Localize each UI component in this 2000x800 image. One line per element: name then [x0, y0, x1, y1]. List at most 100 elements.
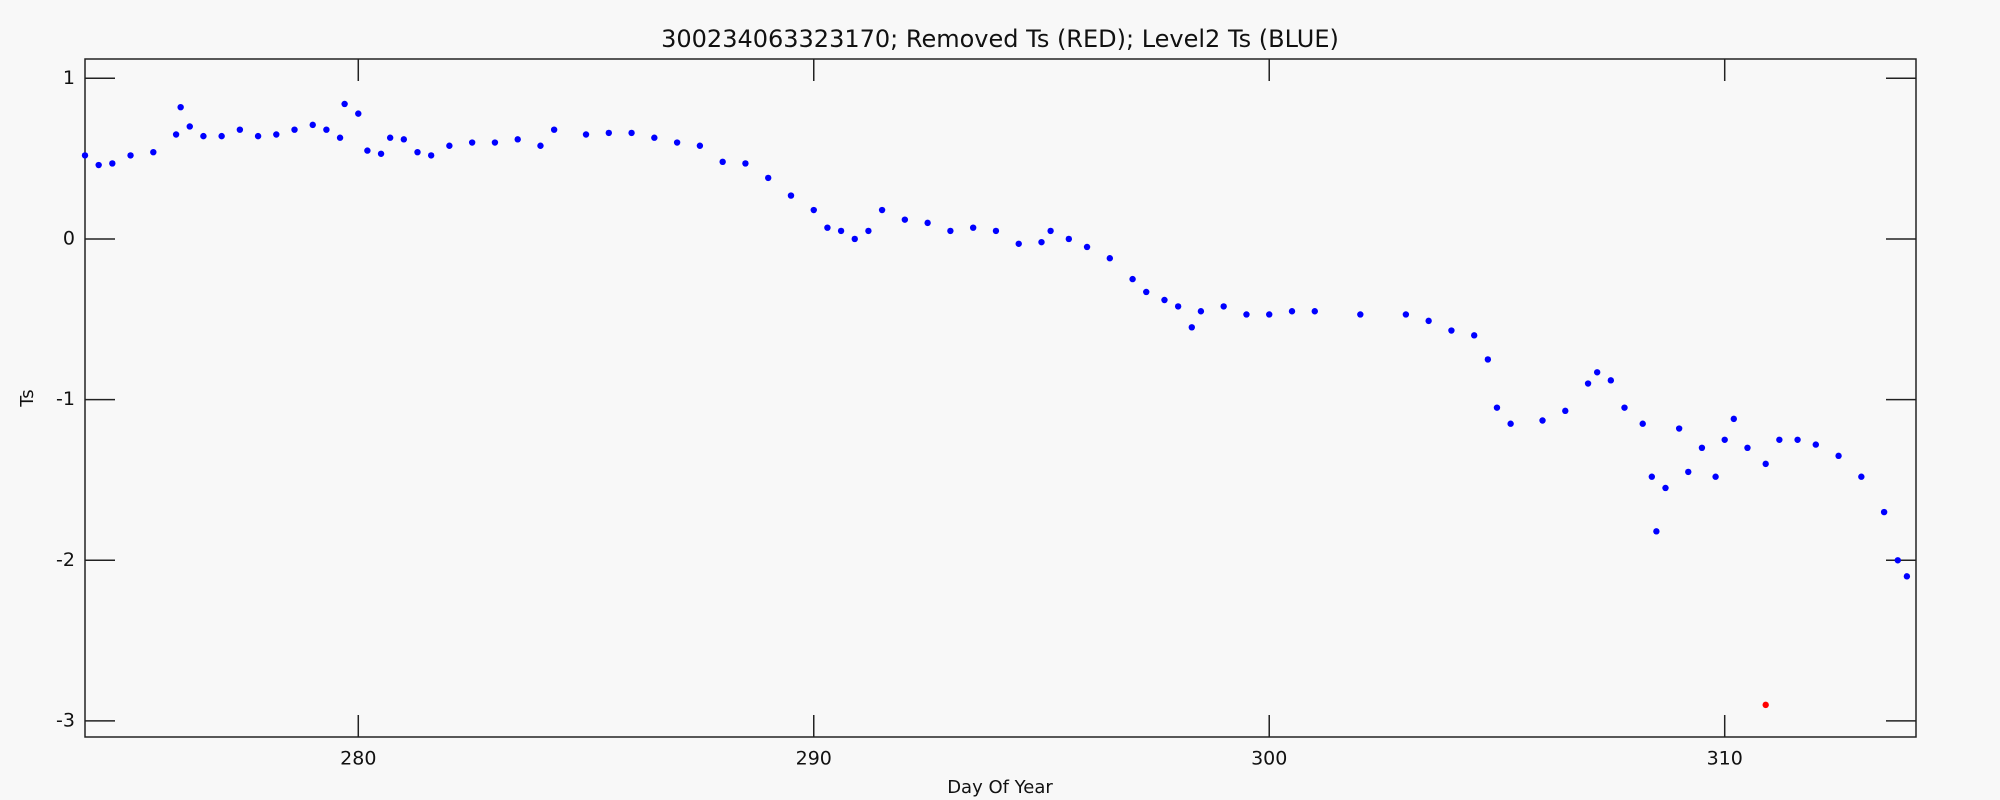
data-point	[673, 139, 681, 146]
data-point	[1762, 701, 1769, 709]
data-point	[1675, 425, 1683, 432]
data-point	[177, 103, 184, 111]
data-point	[336, 134, 344, 141]
data-point	[865, 227, 872, 235]
data-point	[1197, 308, 1205, 315]
data-point	[742, 160, 749, 167]
x-tick-label: 290	[796, 748, 832, 770]
x-axis-label: Day Of Year	[947, 777, 1053, 798]
data-point	[651, 134, 658, 141]
data-point	[200, 132, 207, 140]
data-point	[1607, 377, 1615, 384]
data-point	[1776, 436, 1783, 443]
data-point	[1129, 275, 1136, 283]
data-point	[1065, 235, 1073, 243]
data-point	[414, 148, 421, 156]
data-point	[1047, 227, 1054, 235]
data-point	[947, 227, 954, 235]
data-point	[1662, 484, 1669, 492]
x-tick-label: 300	[1251, 748, 1287, 770]
data-point	[468, 139, 476, 146]
data-point	[1539, 417, 1546, 424]
chart-title: 300234063323170; Removed Ts (RED); Level…	[661, 25, 1339, 53]
data-point	[787, 192, 795, 199]
data-point	[550, 126, 558, 133]
data-point	[514, 136, 521, 143]
data-point	[1835, 452, 1842, 460]
data-point	[95, 161, 102, 169]
y-tick-label: 0	[63, 227, 75, 249]
data-point	[837, 227, 845, 235]
data-point	[427, 152, 435, 159]
data-point	[81, 152, 89, 159]
data-point	[1143, 288, 1150, 296]
data-point	[273, 131, 280, 138]
y-tick-label: -2	[56, 549, 75, 571]
data-point	[1698, 444, 1706, 452]
data-point	[1762, 460, 1769, 468]
data-point	[386, 134, 394, 141]
data-point	[851, 235, 858, 243]
data-point	[1402, 311, 1410, 318]
data-point	[364, 147, 371, 154]
data-point	[446, 142, 453, 149]
data-point	[924, 219, 931, 227]
data-point	[1188, 324, 1195, 331]
data-point	[878, 206, 886, 214]
data-point	[1083, 243, 1091, 251]
data-point	[1266, 311, 1273, 318]
data-point	[696, 142, 704, 149]
data-point	[605, 129, 612, 137]
data-point	[491, 139, 499, 146]
y-tick-label: -3	[56, 709, 75, 731]
data-point	[218, 132, 225, 140]
data-point	[1858, 473, 1865, 480]
data-point	[1648, 473, 1656, 480]
data-point	[1425, 317, 1432, 325]
data-point	[355, 110, 362, 117]
data-point	[1015, 240, 1022, 247]
data-point	[824, 224, 831, 231]
data-point	[1593, 369, 1601, 376]
data-point	[1448, 327, 1455, 334]
data-point	[127, 152, 134, 159]
data-point	[1639, 420, 1646, 427]
data-point	[1161, 296, 1168, 304]
x-tick-label: 280	[340, 748, 376, 770]
data-point	[1812, 441, 1819, 448]
y-axis-label: Ts	[17, 389, 38, 407]
data-point	[582, 131, 590, 138]
y-tick-label: 1	[63, 67, 75, 89]
data-point	[1106, 255, 1114, 262]
data-point	[1220, 303, 1227, 310]
data-point	[1493, 404, 1501, 411]
data-point	[1685, 468, 1692, 476]
plot-frame	[84, 58, 1917, 738]
data-point	[1562, 407, 1569, 415]
data-point	[1311, 308, 1318, 315]
data-point	[1794, 436, 1801, 443]
data-point	[341, 100, 348, 108]
data-point	[1744, 444, 1751, 452]
data-point	[1721, 436, 1728, 443]
data-point	[992, 227, 1000, 235]
data-point	[1507, 420, 1514, 427]
data-point	[765, 174, 772, 182]
data-point	[109, 160, 116, 167]
data-point	[150, 148, 157, 156]
data-point	[1584, 380, 1592, 387]
data-point	[1288, 308, 1296, 315]
data-point	[628, 129, 635, 137]
data-point	[1174, 303, 1182, 310]
data-point	[1880, 508, 1888, 516]
data-point	[1894, 557, 1901, 564]
data-point	[1903, 573, 1911, 580]
data-point	[1470, 332, 1478, 339]
data-point	[1038, 238, 1045, 246]
data-point	[969, 224, 977, 231]
data-point	[254, 132, 262, 140]
data-point	[309, 121, 316, 129]
data-point	[377, 150, 385, 157]
